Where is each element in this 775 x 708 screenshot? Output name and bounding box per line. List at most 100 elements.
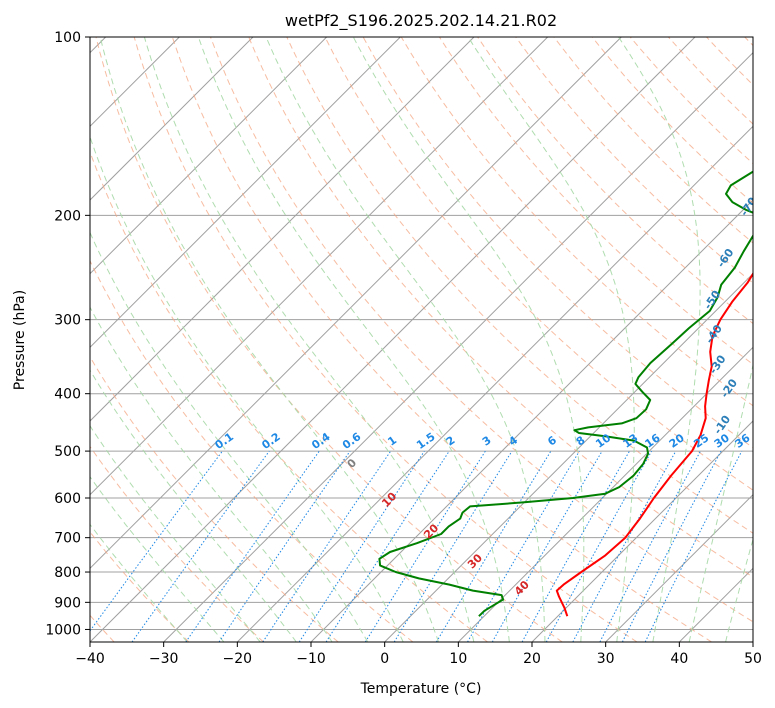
mixing-ratio-label: 2: [444, 434, 458, 449]
y-tick-label: 100: [54, 30, 81, 46]
isotherm-line: [90, 37, 549, 496]
mixing-ratio-line: [572, 450, 677, 642]
y-tick-label: 400: [54, 387, 81, 403]
mixing-ratio-line: [467, 450, 580, 642]
mixing-ratio-line: [218, 450, 351, 642]
dry-adiabat-line: [133, 37, 638, 642]
y-tick-label: 900: [54, 595, 81, 611]
isotherm-line: [384, 272, 753, 642]
mixing-ratio-line: [521, 450, 630, 642]
mixing-ratio-line: [599, 450, 701, 642]
dry-adiabat-line: [248, 37, 753, 578]
mixing-ratio-line: [393, 450, 513, 642]
y-tick-label: 600: [54, 491, 81, 507]
mixing-ratio-line: [545, 450, 653, 642]
moist-adiabat-line: [90, 135, 404, 642]
isotherm-line: [90, 37, 475, 422]
y-tick-label: 1000: [45, 622, 81, 638]
mixing-ratio-label: 0.1: [213, 430, 236, 452]
mixing-ratio-line: [491, 450, 603, 642]
dry-adiabat-line: [362, 37, 753, 449]
moist-adiabat-line: [90, 306, 333, 642]
dry-adiabat-label: -80: [748, 149, 770, 173]
mixing-ratio-line: [364, 450, 486, 642]
mixing-ratio-label: 1: [385, 434, 399, 449]
plot-area: 0.10.20.40.611.52346810131620253036-100-…: [90, 37, 775, 642]
mixing-ratio-label: 0.4: [309, 430, 333, 452]
dry-adiabat-line: [400, 37, 753, 407]
dry-adiabat-line: [591, 37, 753, 204]
dry-adiabat-line: [553, 37, 753, 244]
mixing-ratio-line: [90, 450, 223, 632]
moist-adiabat-line: [352, 37, 585, 642]
isotherm-line: [90, 37, 622, 570]
isotherm-line: [457, 346, 753, 642]
moist-adiabat-line: [143, 37, 475, 642]
isotherm-line: [236, 125, 753, 642]
moist-adiabat-line: [725, 537, 753, 642]
mixing-ratio-label: 4: [506, 433, 520, 448]
dry-adiabat-label: -40: [703, 322, 725, 346]
mixing-ratio-line: [262, 450, 392, 642]
x-tick-label: −10: [296, 651, 326, 667]
mixing-ratio-line: [325, 450, 450, 642]
moist-adiabat-line: [265, 37, 546, 642]
mixing-ratio-label: 3: [480, 434, 494, 449]
dry-adiabat-line: [171, 37, 712, 642]
dry-adiabat-line: [515, 37, 753, 284]
dry-adiabat-line: [477, 37, 753, 325]
mixing-ratio-line: [131, 450, 270, 642]
isotherm-line: [531, 420, 753, 642]
mixing-ratio-label: 20: [667, 431, 687, 451]
isotherm-label: 10: [379, 490, 399, 510]
dry-adiabat-lines: [90, 37, 753, 642]
moist-adiabat-line: [90, 231, 369, 642]
y-axis: 100 200 300 400 500 600 700 800 900 1000: [45, 30, 90, 638]
mixing-ratio-label: 0.6: [340, 430, 364, 452]
y-tick-label: 300: [54, 313, 81, 329]
isotherm-label: 40: [512, 578, 532, 598]
isotherm-label: 30: [465, 551, 485, 571]
y-tick-label: 200: [54, 208, 81, 224]
mixing-ratio-label: 6: [545, 433, 559, 448]
mixing-ratio-line: [644, 450, 743, 642]
dry-adiabat-line: [629, 37, 753, 165]
moist-adiabat-line: [90, 369, 297, 642]
dry-adiabat-label: -20: [718, 376, 740, 400]
x-tick-label: 40: [670, 651, 688, 667]
dry-adiabat-line: [95, 37, 563, 642]
moist-adiabat-line: [90, 475, 225, 642]
inline-labels: 0.10.20.40.611.52346810131620253036-100-…: [213, 100, 775, 599]
x-tick-label: −30: [149, 651, 179, 667]
x-tick-label: 10: [449, 651, 467, 667]
chart-title: wetPf2_S196.2025.202.14.21.R02: [285, 11, 557, 31]
x-axis-label: Temperature (°C): [360, 681, 482, 697]
y-tick-label: 800: [54, 565, 81, 581]
isotherm-line: [752, 641, 753, 642]
moist-adiabat-line: [197, 37, 510, 642]
dry-adiabat-line: [324, 37, 753, 491]
x-tick-label: 30: [597, 651, 615, 667]
mixing-ratio-label: 10: [593, 431, 613, 451]
y-tick-label: 700: [54, 531, 81, 547]
moist-adiabat-lines: [90, 37, 753, 642]
isotherm-line: [90, 37, 328, 275]
mixing-ratio-line: [185, 450, 320, 642]
isotherm-line: [678, 567, 753, 642]
isotherm-line: [163, 51, 753, 642]
dry-adiabat-line: [90, 150, 488, 642]
mixing-ratio-line: [298, 450, 425, 642]
dry-adiabat-line: [90, 355, 339, 642]
dry-adiabat-line: [668, 37, 753, 125]
dry-adiabat-line: [90, 531, 190, 642]
dry-adiabat-label: -10: [711, 413, 733, 437]
isotherm-lines: [90, 37, 753, 642]
mixing-ratio-lines: [90, 450, 743, 642]
temperature-profile-line: [555, 271, 753, 617]
isotherm-label: 20: [421, 521, 441, 541]
y-tick-label: 500: [54, 444, 81, 460]
x-tick-label: −20: [223, 651, 253, 667]
dry-adiabat-label: -90: [767, 100, 775, 124]
pressure-gridlines: [90, 37, 753, 630]
